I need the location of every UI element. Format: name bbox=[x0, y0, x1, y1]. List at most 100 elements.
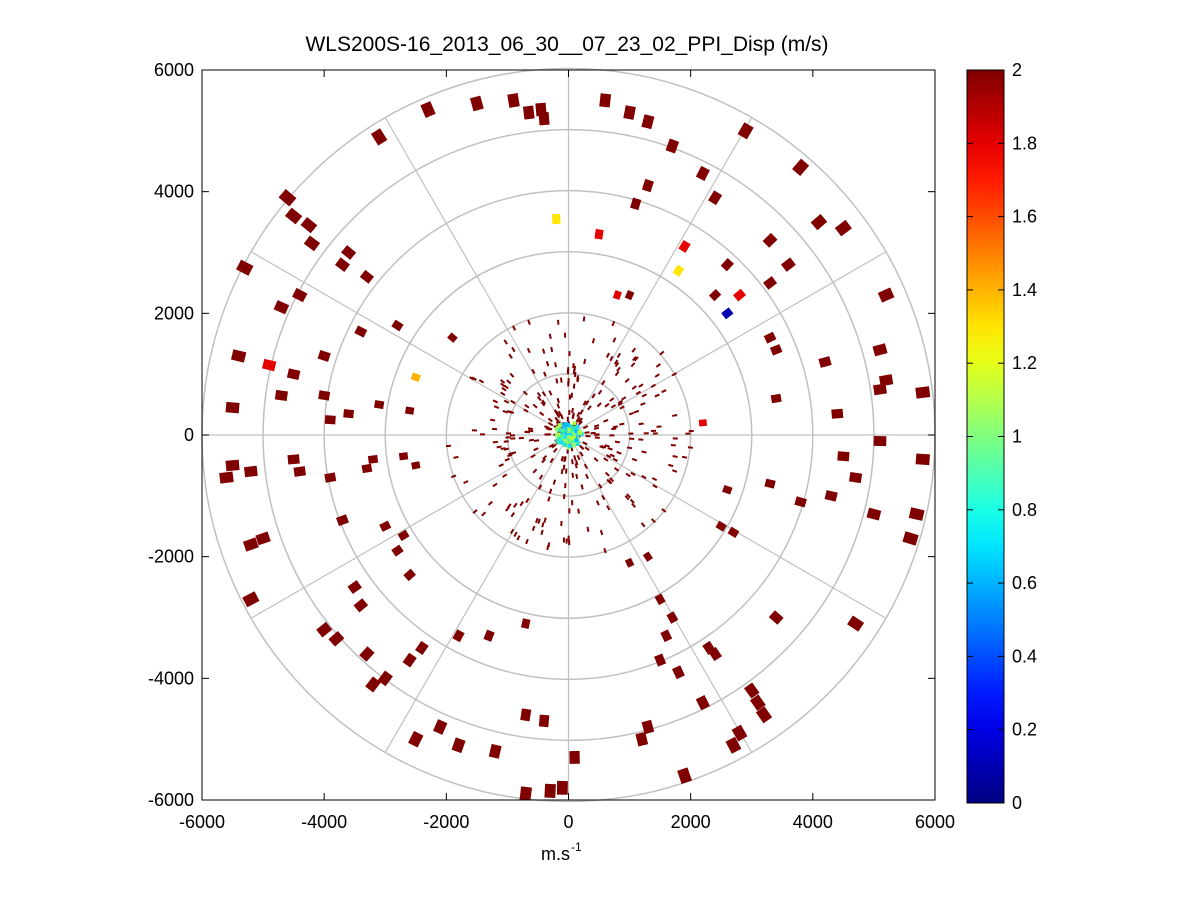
near-range-return bbox=[616, 366, 621, 372]
data-point bbox=[866, 507, 882, 521]
near-range-return bbox=[603, 457, 609, 462]
near-range-return bbox=[681, 455, 688, 459]
near-range-return bbox=[643, 432, 649, 435]
colorbar-tick-label: 0.4 bbox=[1012, 646, 1037, 666]
near-range-return bbox=[626, 446, 633, 450]
colorbar-tick-label: 0.8 bbox=[1012, 500, 1037, 520]
near-range-return bbox=[502, 473, 508, 478]
near-range-return bbox=[512, 325, 517, 331]
near-range-return bbox=[631, 385, 637, 390]
data-point bbox=[624, 557, 635, 568]
near-range-return bbox=[590, 431, 596, 435]
near-range-return bbox=[668, 463, 674, 468]
near-range-return bbox=[506, 503, 512, 509]
near-range-return bbox=[641, 450, 647, 454]
near-range-return bbox=[532, 468, 538, 474]
near-range-return bbox=[604, 471, 610, 477]
data-point bbox=[873, 383, 887, 396]
axis-tick-marks bbox=[201, 69, 936, 801]
center-return bbox=[562, 426, 567, 431]
data-point bbox=[672, 264, 685, 277]
data-point bbox=[242, 537, 259, 552]
near-range-return bbox=[492, 482, 498, 488]
angle-spoke bbox=[250, 434, 569, 619]
x-tick-label: 4000 bbox=[793, 812, 833, 832]
near-range-return bbox=[612, 337, 617, 343]
near-range-return bbox=[563, 456, 566, 463]
data-point bbox=[520, 708, 532, 722]
near-range-return bbox=[558, 410, 562, 417]
y-tick-label: 6000 bbox=[154, 60, 194, 80]
near-range-return bbox=[542, 455, 548, 460]
near-range-return bbox=[594, 433, 600, 436]
near-range-return bbox=[630, 471, 636, 477]
near-range-return bbox=[631, 502, 636, 508]
near-range-return bbox=[576, 454, 581, 461]
near-range-return bbox=[562, 464, 566, 470]
near-range-return bbox=[523, 408, 529, 413]
data-point bbox=[507, 93, 520, 108]
near-range-return bbox=[538, 484, 543, 490]
near-range-return bbox=[549, 457, 554, 464]
near-range-return bbox=[579, 451, 584, 457]
data-point bbox=[483, 629, 495, 642]
data-point bbox=[403, 568, 417, 582]
near-range-return bbox=[498, 463, 504, 468]
near-range-return bbox=[505, 432, 512, 435]
near-range-return bbox=[566, 448, 569, 454]
near-range-return bbox=[491, 427, 498, 431]
near-range-return bbox=[635, 390, 642, 396]
data-point bbox=[318, 390, 331, 401]
data-point bbox=[630, 197, 642, 211]
y-tick-label: -6000 bbox=[148, 790, 194, 810]
near-range-return bbox=[631, 457, 638, 462]
data-point bbox=[300, 216, 318, 234]
data-point bbox=[721, 307, 734, 320]
data-point bbox=[818, 356, 832, 368]
near-range-return bbox=[536, 391, 542, 398]
near-range-return bbox=[524, 404, 530, 409]
near-range-return bbox=[583, 463, 588, 470]
center-return bbox=[559, 440, 564, 445]
near-range-return bbox=[641, 474, 647, 480]
near-range-return bbox=[612, 457, 619, 462]
data-point bbox=[672, 665, 685, 680]
x-tick-label: -4000 bbox=[301, 812, 347, 832]
data-point bbox=[873, 435, 887, 447]
data-point bbox=[519, 786, 532, 800]
near-range-return bbox=[593, 426, 600, 430]
near-range-return bbox=[503, 399, 510, 404]
near-range-return bbox=[509, 434, 516, 437]
data-point bbox=[278, 188, 297, 207]
data-point bbox=[810, 213, 828, 231]
near-range-return bbox=[654, 373, 660, 378]
near-range-return bbox=[480, 433, 486, 436]
data-point bbox=[353, 598, 369, 613]
data-point bbox=[872, 343, 888, 357]
near-range-return bbox=[572, 363, 575, 369]
near-range-return bbox=[626, 493, 632, 499]
near-range-return bbox=[566, 369, 569, 375]
y-tick-label: -2000 bbox=[148, 547, 194, 567]
near-range-return bbox=[604, 402, 610, 408]
data-point bbox=[599, 93, 612, 108]
angle-spoke bbox=[567, 434, 753, 753]
near-range-return bbox=[619, 405, 625, 410]
data-point bbox=[334, 257, 351, 272]
data-point bbox=[624, 289, 635, 301]
near-range-return bbox=[575, 473, 579, 480]
colorbar-tick-label: 1.8 bbox=[1012, 133, 1037, 153]
data-points bbox=[219, 93, 931, 800]
data-point bbox=[391, 544, 404, 557]
near-range-return bbox=[542, 348, 546, 354]
near-range-return bbox=[453, 455, 459, 459]
near-range-return bbox=[671, 372, 677, 377]
x-tick-label: -2000 bbox=[423, 812, 469, 832]
center-cluster bbox=[445, 316, 694, 554]
data-point bbox=[837, 451, 850, 462]
near-range-return bbox=[583, 358, 587, 365]
near-range-return bbox=[633, 356, 639, 362]
data-point bbox=[641, 178, 654, 193]
near-range-return bbox=[527, 427, 534, 431]
